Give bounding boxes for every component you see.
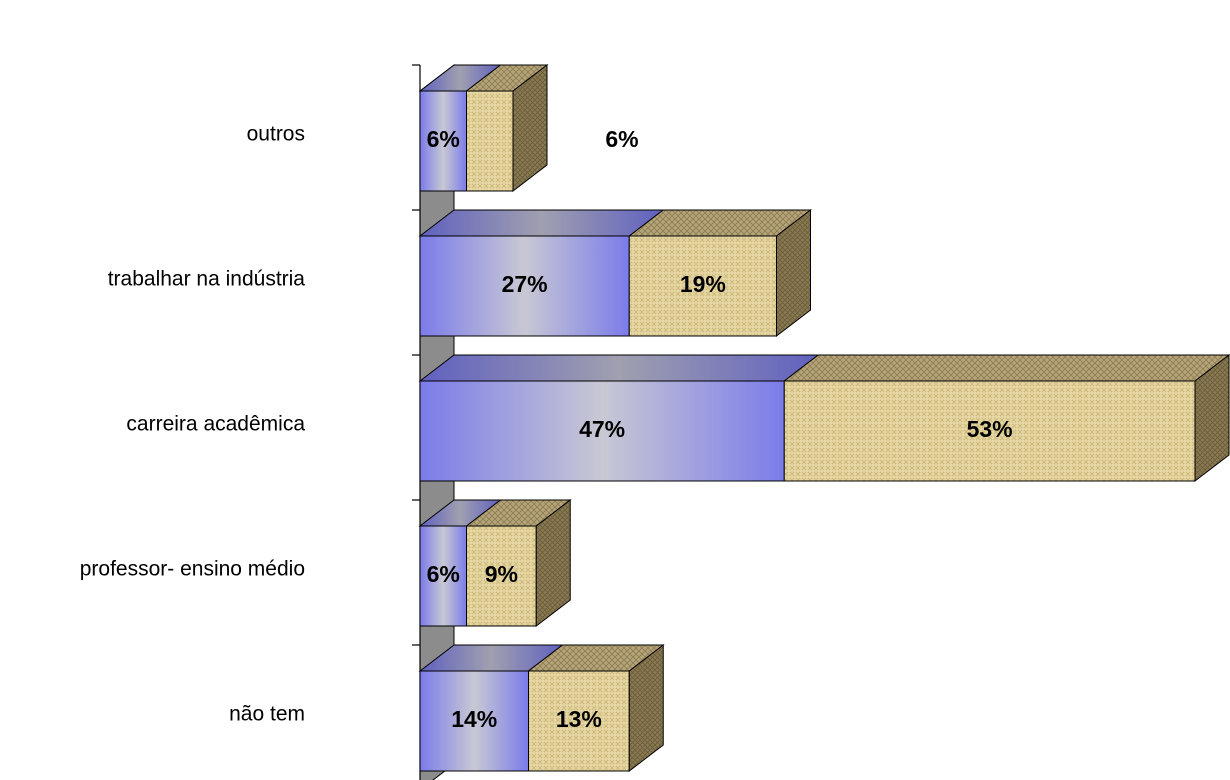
data-label: 6% bbox=[605, 126, 638, 152]
bar-segment-series2 bbox=[465, 498, 572, 628]
bar-segment-series2 bbox=[527, 643, 665, 773]
data-label: 19% bbox=[680, 271, 726, 297]
bar-side-face bbox=[1194, 353, 1230, 483]
bar-front-face bbox=[419, 670, 529, 772]
bar-segment-series1 bbox=[418, 209, 665, 337]
bars bbox=[418, 63, 1230, 773]
labels: outros 6% 6% trabalhar na indústria 27% 19% ca… bbox=[80, 123, 1013, 733]
bar-side-face bbox=[512, 63, 548, 193]
category-label: outros bbox=[247, 123, 305, 146]
bar-top-face bbox=[418, 209, 665, 237]
bar-front-face bbox=[466, 525, 537, 627]
bar-segment-series2 bbox=[627, 208, 812, 338]
bar-segment-series2 bbox=[465, 63, 549, 193]
bar-front-face bbox=[419, 235, 630, 337]
data-label: 14% bbox=[451, 706, 497, 732]
data-label: 6% bbox=[427, 561, 460, 587]
bar-front-face bbox=[466, 90, 514, 192]
data-label: 53% bbox=[967, 416, 1013, 442]
data-label: 47% bbox=[579, 416, 625, 442]
data-label: 13% bbox=[556, 706, 602, 732]
bar-front-face bbox=[419, 90, 467, 192]
bar-front-face bbox=[419, 525, 467, 627]
bar-segment-series1 bbox=[418, 644, 564, 772]
bar-segment-series1 bbox=[418, 354, 820, 482]
bar-side-face bbox=[535, 498, 571, 628]
category-label: trabalhar na indústria bbox=[108, 268, 306, 291]
data-label: 9% bbox=[485, 561, 518, 587]
category-label: professor- ensino médio bbox=[80, 558, 305, 581]
bar-segment-series1 bbox=[418, 499, 502, 627]
data-label: 27% bbox=[502, 271, 548, 297]
data-label: 6% bbox=[427, 126, 460, 152]
bar-front-face bbox=[419, 380, 785, 482]
bar-front-face bbox=[783, 380, 1196, 482]
bar-front-face bbox=[628, 235, 777, 337]
bar-side-face bbox=[776, 208, 811, 338]
bar-front-face bbox=[528, 670, 630, 772]
bar-top-face bbox=[782, 354, 1230, 382]
bar-segment-series2 bbox=[782, 353, 1230, 483]
bar-top-face bbox=[418, 354, 820, 382]
category-label: carreira acadêmica bbox=[126, 413, 305, 436]
category-label: não tem bbox=[229, 703, 305, 726]
bar-segment-series1 bbox=[418, 64, 502, 192]
bar-side-face bbox=[628, 643, 664, 773]
